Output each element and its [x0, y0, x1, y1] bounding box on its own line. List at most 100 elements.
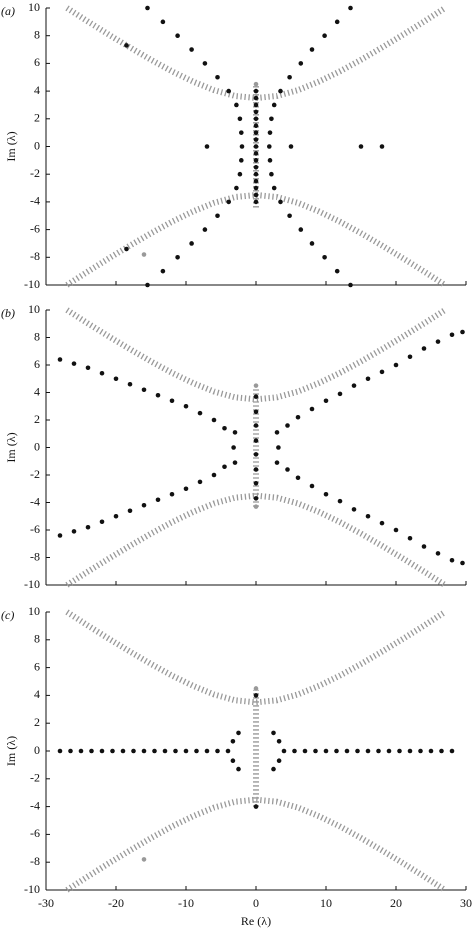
eigenvalue-point	[253, 438, 259, 443]
eigenvalue-point	[295, 414, 301, 420]
eigenvalue-point	[449, 332, 455, 338]
eigenvalue-point	[393, 527, 399, 533]
eigenvalue-point	[152, 748, 157, 754]
y-tick-label: 0	[34, 743, 40, 757]
eigenvalue-point	[322, 254, 327, 260]
x-tick-label: -20	[108, 896, 124, 910]
eigenvalue-point	[127, 508, 133, 514]
eigenvalue-point	[160, 19, 166, 25]
eigenvalue-point	[202, 227, 208, 232]
eigenvalue-point	[267, 130, 273, 135]
eigenvalue-point	[204, 144, 210, 149]
eigenvalue-point	[428, 748, 434, 754]
eigenvalue-point	[334, 748, 339, 754]
eigenvalue-point	[285, 467, 290, 472]
eigenvalue-point	[141, 387, 147, 393]
eigenvalue-point	[421, 346, 427, 351]
eigenvalue-point	[449, 748, 455, 754]
eigenvalue-point	[113, 376, 119, 382]
eigenvalue-point	[71, 529, 77, 534]
y-tick-label: 8	[34, 27, 40, 41]
eigenvalue-point	[169, 398, 175, 404]
eigenvalue-point	[267, 144, 272, 149]
y-tick-label: -6	[30, 522, 40, 536]
eigenvalue-point	[334, 19, 340, 25]
eigenvalue-point	[89, 748, 94, 754]
eigenvalue-point	[397, 748, 402, 754]
eigenvalue-point	[253, 164, 259, 170]
eigenvalue-point	[215, 748, 220, 754]
panel-label: (a)	[1, 4, 15, 18]
eigenvalue-point	[211, 472, 217, 478]
eigenvalue-point	[175, 254, 180, 260]
eigenvalue-point	[323, 491, 329, 497]
x-tick-label: 0	[253, 896, 259, 910]
eigenvalue-point	[269, 171, 274, 177]
eigenvalue-point	[309, 241, 315, 246]
eigenvalue-point	[253, 109, 259, 115]
eigenvalue-point	[68, 748, 73, 754]
eigenvalue-point	[287, 213, 292, 219]
eigenvalue-point	[162, 748, 168, 754]
eigenvalue-point	[234, 185, 239, 191]
eigenvalue-point	[253, 496, 259, 501]
eigenvalue-point	[379, 144, 385, 149]
eigenvalue-point	[253, 116, 259, 122]
y-tick-label: -10	[24, 882, 40, 896]
eigenvalue-point	[131, 748, 136, 754]
eigenvalue-point	[253, 409, 259, 415]
y-axis-label: Im (λ)	[4, 432, 18, 462]
y-tick-label: 6	[34, 357, 40, 371]
eigenvalue-point	[239, 144, 245, 149]
eigenvalue-point	[278, 199, 283, 205]
eigenvalue-point	[222, 425, 227, 431]
eigenvalue-point	[281, 748, 287, 754]
eigenvalue-point	[309, 406, 315, 412]
eigenvalue-point	[230, 738, 236, 744]
eigenvalue-point	[215, 213, 220, 219]
eigenvalue-point	[271, 185, 277, 191]
eigenvalue-point	[379, 520, 385, 526]
eigenvalue-point	[78, 748, 84, 754]
eigenvalue-point	[234, 102, 239, 108]
y-axis-label: Im (λ)	[4, 131, 18, 161]
eigenvalue-point	[309, 483, 315, 489]
continuous-spectrum	[65, 609, 447, 706]
y-tick-label: 10	[28, 604, 40, 618]
eigenvalue-point	[253, 693, 259, 698]
eigenvalue-point	[237, 116, 243, 122]
eigenvalue-point	[334, 268, 340, 274]
eigenvalue-point	[85, 524, 91, 530]
eigenvalue-point	[295, 475, 301, 481]
y-axis-label: Im (λ)	[4, 736, 18, 766]
eigenvalue-point	[355, 748, 360, 754]
eigenvalue-point	[141, 748, 147, 754]
eigenvalue-point	[365, 376, 371, 382]
eigenvalue-point	[194, 748, 199, 754]
continuous-spectrum	[65, 191, 447, 288]
eigenvalue-point	[302, 748, 308, 754]
y-tick-label: 4	[34, 687, 40, 701]
eigenvalue-point	[120, 748, 126, 754]
eigenvalue-point	[379, 369, 385, 375]
eigenvalue-point	[124, 43, 129, 48]
eigenvalue-point	[253, 686, 259, 691]
eigenvalue-point	[253, 151, 259, 156]
eigenvalue-point	[253, 452, 259, 457]
y-tick-label: -4	[30, 494, 40, 508]
eigenvalue-point	[124, 246, 129, 252]
x-axis-label: Re (λ)	[241, 914, 271, 928]
y-tick-label: -8	[30, 549, 40, 563]
eigenvalue-point	[313, 748, 318, 754]
eigenvalue-point	[253, 383, 259, 388]
eigenvalue-point	[253, 137, 259, 142]
eigenvalue-point	[197, 479, 203, 485]
eigenvalue-point	[253, 81, 259, 87]
y-tick-label: 8	[34, 329, 40, 343]
eigenvalue-point	[215, 74, 220, 80]
eigenvalue-point	[253, 88, 259, 94]
eigenvalue-point	[155, 392, 161, 398]
eigenvalue-point	[253, 178, 259, 184]
eigenvalue-point	[337, 391, 343, 397]
